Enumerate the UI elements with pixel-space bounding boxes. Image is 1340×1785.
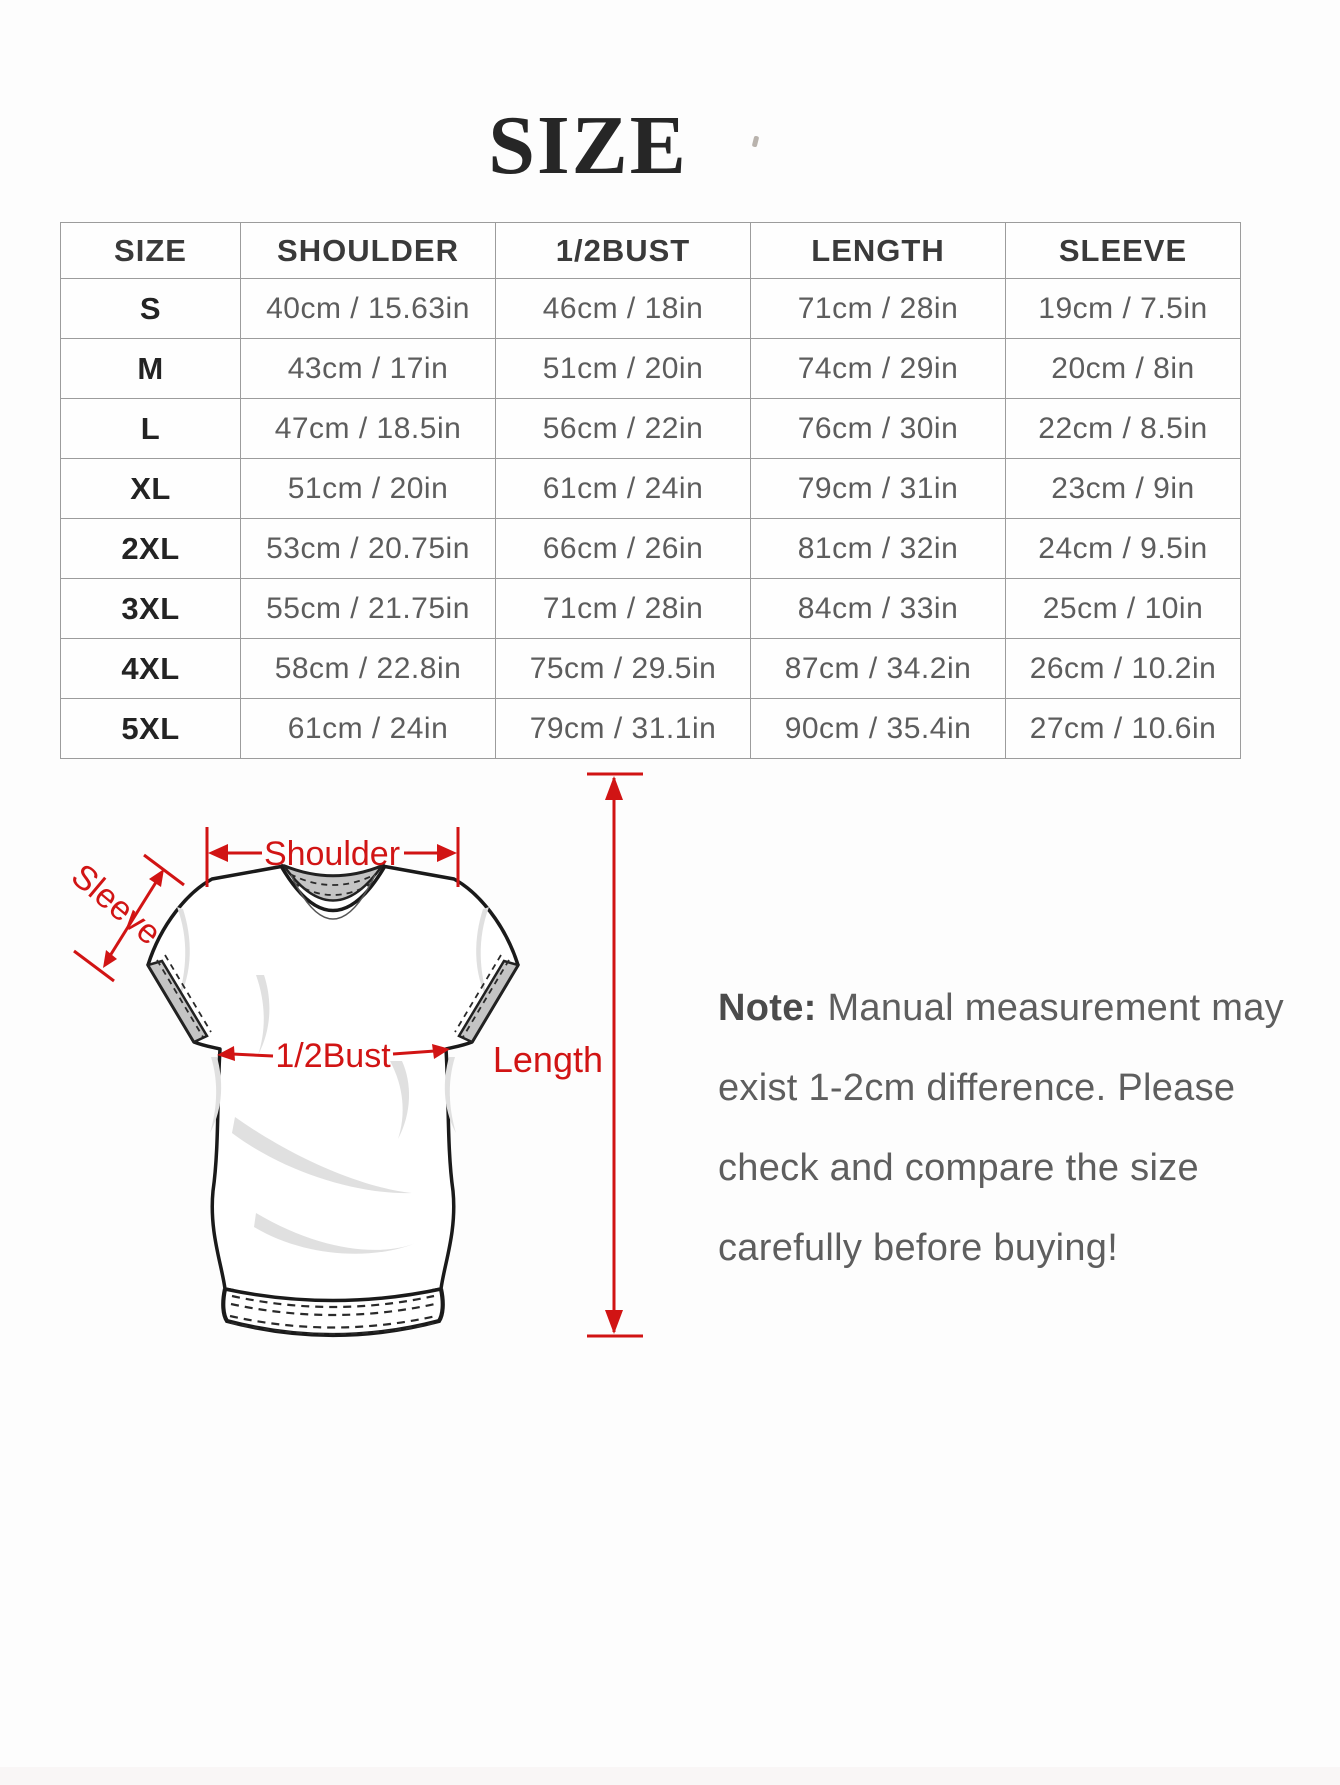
cell-sleeve: 26cm / 10.2in	[1005, 638, 1241, 699]
header-row: SIZE SHOULDER 1/2BUST LENGTH SLEEVE	[60, 222, 1241, 279]
sleeve-label: Sleeve	[64, 857, 168, 953]
table-row-l: L 47cm / 18.5in 56cm / 22in 76cm / 30in …	[60, 398, 1241, 459]
cell-size: 4XL	[60, 638, 241, 699]
column-header-bust: 1/2BUST	[495, 222, 751, 279]
cell-shoulder: 43cm / 17in	[240, 338, 496, 399]
cell-length: 79cm / 31in	[750, 458, 1006, 519]
note-text: Note: Manual measurement may exist 1-2cm…	[718, 968, 1298, 1288]
page-title: SIZE	[488, 99, 688, 192]
note-label: Note:	[718, 987, 817, 1029]
bust-measure-annotation: 1/2Bust	[217, 1037, 450, 1075]
size-table-body: S 40cm / 15.63in 46cm / 18in 71cm / 28in…	[60, 278, 1241, 759]
shoulder-label: Shoulder	[264, 835, 400, 873]
cell-shoulder: 47cm / 18.5in	[240, 398, 496, 459]
cell-sleeve: 24cm / 9.5in	[1005, 518, 1241, 579]
footer-band	[0, 1767, 1340, 1785]
table-row-4xl: 4XL 58cm / 22.8in 75cm / 29.5in 87cm / 3…	[60, 638, 1241, 699]
cell-shoulder: 58cm / 22.8in	[240, 638, 496, 699]
cell-length: 76cm / 30in	[750, 398, 1006, 459]
cell-shoulder: 51cm / 20in	[240, 458, 496, 519]
note-line: exist 1-2cm difference. Please	[718, 1067, 1236, 1109]
cell-sleeve: 19cm / 7.5in	[1005, 278, 1241, 339]
cell-sleeve: 23cm / 9in	[1005, 458, 1241, 519]
cell-size: 3XL	[60, 578, 241, 639]
note-line: carefully before buying!	[718, 1227, 1119, 1269]
table-row-5xl: 5XL 61cm / 24in 79cm / 31.1in 90cm / 35.…	[60, 698, 1241, 759]
left-sleeve-cuff	[146, 954, 212, 1044]
column-header-shoulder: SHOULDER	[240, 222, 496, 279]
right-sleeve-cuff	[454, 954, 520, 1044]
note-line: check and compare the size	[718, 1147, 1199, 1189]
cell-size: XL	[60, 458, 241, 519]
cell-length: 87cm / 34.2in	[750, 638, 1006, 699]
length-measure-annotation: Length	[493, 772, 643, 1338]
size-table: SIZE SHOULDER 1/2BUST LENGTH SLEEVE S 40…	[60, 222, 1241, 759]
cell-sleeve: 25cm / 10in	[1005, 578, 1241, 639]
column-header-length: LENGTH	[750, 222, 1006, 279]
cell-sleeve: 22cm / 8.5in	[1005, 398, 1241, 459]
cell-bust: 79cm / 31.1in	[495, 698, 751, 759]
table-row-3xl: 3XL 55cm / 21.75in 71cm / 28in 84cm / 33…	[60, 578, 1241, 639]
cell-sleeve: 27cm / 10.6in	[1005, 698, 1241, 759]
cell-bust: 71cm / 28in	[495, 578, 751, 639]
hem-band	[221, 1287, 445, 1338]
bust-label: 1/2Bust	[275, 1037, 391, 1075]
cell-size: M	[60, 338, 241, 399]
cell-length: 90cm / 35.4in	[750, 698, 1006, 759]
cell-length: 74cm / 29in	[750, 338, 1006, 399]
cell-length: 81cm / 32in	[750, 518, 1006, 579]
cell-bust: 46cm / 18in	[495, 278, 751, 339]
cell-sleeve: 20cm / 8in	[1005, 338, 1241, 399]
cell-bust: 51cm / 20in	[495, 338, 751, 399]
table-row-m: M 43cm / 17in 51cm / 20in 74cm / 29in 20…	[60, 338, 1241, 399]
table-row-xl: XL 51cm / 20in 61cm / 24in 79cm / 31in 2…	[60, 458, 1241, 519]
cell-size: 5XL	[60, 698, 241, 759]
column-header-sleeve: SLEEVE	[1005, 222, 1241, 279]
tshirt-measurement-diagram: Shoulder Sleeve 1/2Bust Length	[64, 772, 643, 1338]
cell-size: L	[60, 398, 241, 459]
cell-bust: 56cm / 22in	[495, 398, 751, 459]
column-header-size: SIZE	[60, 222, 241, 279]
size-table-header: SIZE SHOULDER 1/2BUST LENGTH SLEEVE	[60, 222, 1241, 279]
length-label: Length	[493, 1039, 603, 1080]
cell-bust: 75cm / 29.5in	[495, 638, 751, 699]
cell-shoulder: 61cm / 24in	[240, 698, 496, 759]
note-line: Note: Manual measurement may	[718, 968, 1298, 1048]
shoulder-measure-annotation: Shoulder	[205, 827, 460, 887]
cell-shoulder: 55cm / 21.75in	[240, 578, 496, 639]
cell-bust: 66cm / 26in	[495, 518, 751, 579]
collar	[279, 863, 387, 920]
table-row-s: S 40cm / 15.63in 46cm / 18in 71cm / 28in…	[60, 278, 1241, 339]
cell-length: 84cm / 33in	[750, 578, 1006, 639]
cell-shoulder: 40cm / 15.63in	[240, 278, 496, 339]
cell-shoulder: 53cm / 20.75in	[240, 518, 496, 579]
table-row-2xl: 2XL 53cm / 20.75in 66cm / 26in 81cm / 32…	[60, 518, 1241, 579]
cell-length: 71cm / 28in	[750, 278, 1006, 339]
note-line-text: Manual measurement may	[827, 987, 1284, 1029]
cell-bust: 61cm / 24in	[495, 458, 751, 519]
cell-size: S	[60, 278, 241, 339]
tshirt-drawing	[146, 863, 520, 1338]
cell-size: 2XL	[60, 518, 241, 579]
